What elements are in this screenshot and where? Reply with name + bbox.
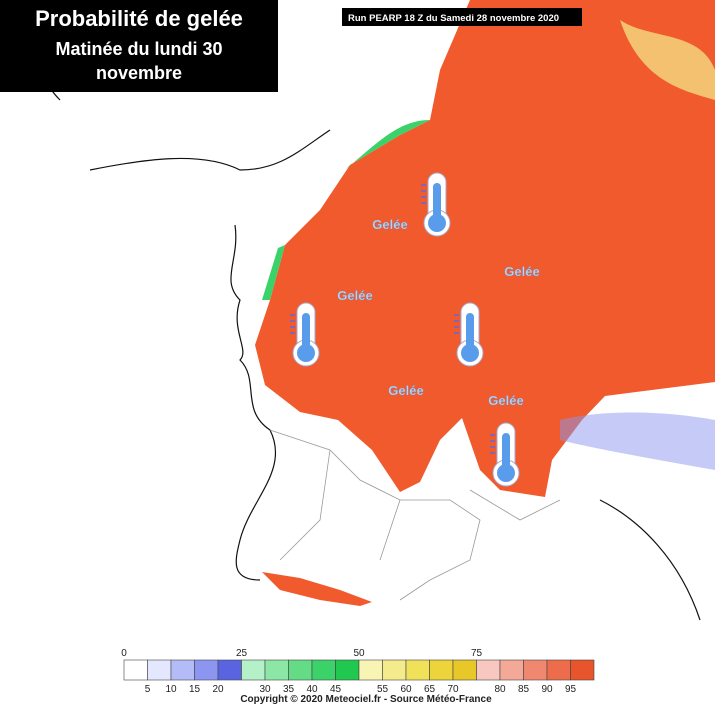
subtitle: Matinée du lundi 30 bbox=[55, 39, 222, 59]
legend-swatch bbox=[476, 659, 501, 681]
legend-label: 75 bbox=[471, 648, 483, 659]
legend-label: 85 bbox=[518, 684, 530, 695]
frost-label: Gelée bbox=[504, 264, 539, 279]
thermometer-liquid bbox=[428, 214, 446, 232]
legend-swatch bbox=[194, 659, 219, 681]
thermometer-liquid bbox=[461, 344, 479, 362]
legend-swatch bbox=[499, 659, 524, 681]
frost-labels: Gelée Gelée Gelée Gelée Gelée bbox=[337, 217, 540, 408]
legend-swatch bbox=[241, 659, 266, 681]
legend-swatch bbox=[570, 659, 595, 681]
frost-label: Gelée bbox=[388, 383, 423, 398]
legend-label: 20 bbox=[212, 684, 224, 695]
legend-label: 25 bbox=[236, 648, 248, 659]
legend-label: 65 bbox=[424, 684, 436, 695]
legend-swatch bbox=[170, 659, 195, 681]
legend-swatch bbox=[405, 659, 430, 681]
legend-swatch bbox=[382, 659, 407, 681]
borders bbox=[269, 429, 561, 601]
legend-swatch bbox=[523, 659, 548, 681]
legend-label: 95 bbox=[565, 684, 577, 695]
thermometer-liquid bbox=[297, 344, 315, 362]
copyright: Copyright © 2020 Meteociel.fr - Source M… bbox=[240, 694, 492, 705]
run-info: Run PEARP 18 Z du Samedi 28 novembre 202… bbox=[348, 13, 559, 24]
legend-label: 50 bbox=[353, 648, 365, 659]
legend-swatch bbox=[429, 659, 454, 681]
legend-swatch bbox=[288, 659, 313, 681]
thermometer-liquid bbox=[302, 313, 310, 353]
frost-label: Gelée bbox=[372, 217, 407, 232]
frost-label: Gelée bbox=[337, 288, 372, 303]
legend-label: 55 bbox=[377, 684, 389, 695]
legend-swatch bbox=[217, 659, 242, 681]
legend-swatch bbox=[123, 659, 148, 681]
legend-label: 30 bbox=[259, 684, 271, 695]
thermometer-liquid bbox=[466, 313, 474, 353]
legend-label: 35 bbox=[283, 684, 295, 695]
frost-area bbox=[262, 572, 372, 606]
legend-swatch bbox=[546, 659, 571, 681]
frost-area bbox=[255, 0, 715, 497]
legend: 0 25 50 75 5 10 15 20 30 35 40 45 55 60 65 70 80 85 90 95 bbox=[118, 645, 600, 695]
legend-swatch bbox=[452, 659, 477, 681]
thermometers bbox=[290, 172, 520, 487]
legend-label: 45 bbox=[330, 684, 342, 695]
legend-label: 0 bbox=[121, 648, 127, 659]
legend-swatch bbox=[311, 659, 336, 681]
thermometer bbox=[490, 422, 520, 487]
legend-label: 80 bbox=[494, 684, 506, 695]
legend-label: 90 bbox=[541, 684, 553, 695]
thermometer-liquid bbox=[433, 183, 441, 223]
legend-swatch bbox=[335, 659, 360, 681]
thermometer-liquid bbox=[497, 464, 515, 482]
title-box bbox=[0, 0, 278, 92]
legend-label: 60 bbox=[400, 684, 412, 695]
thermometer-liquid bbox=[502, 433, 510, 473]
legend-swatch bbox=[358, 659, 383, 681]
legend-label: 70 bbox=[447, 684, 459, 695]
frost-label: Gelée bbox=[488, 393, 523, 408]
thermometer bbox=[421, 172, 451, 237]
legend-swatch bbox=[147, 659, 172, 681]
thermometer bbox=[290, 302, 320, 367]
run-box bbox=[342, 8, 582, 26]
legend-swatch bbox=[264, 659, 289, 681]
low-prob-area bbox=[620, 20, 715, 100]
legend-label: 5 bbox=[145, 684, 151, 695]
legend-label: 40 bbox=[306, 684, 318, 695]
subtitle: novembre bbox=[96, 63, 182, 83]
low-prob-area bbox=[560, 412, 715, 470]
thermometer bbox=[454, 302, 484, 367]
legend-label: 10 bbox=[165, 684, 177, 695]
legend-label: 15 bbox=[189, 684, 201, 695]
title: Probabilité de gelée bbox=[35, 6, 243, 31]
